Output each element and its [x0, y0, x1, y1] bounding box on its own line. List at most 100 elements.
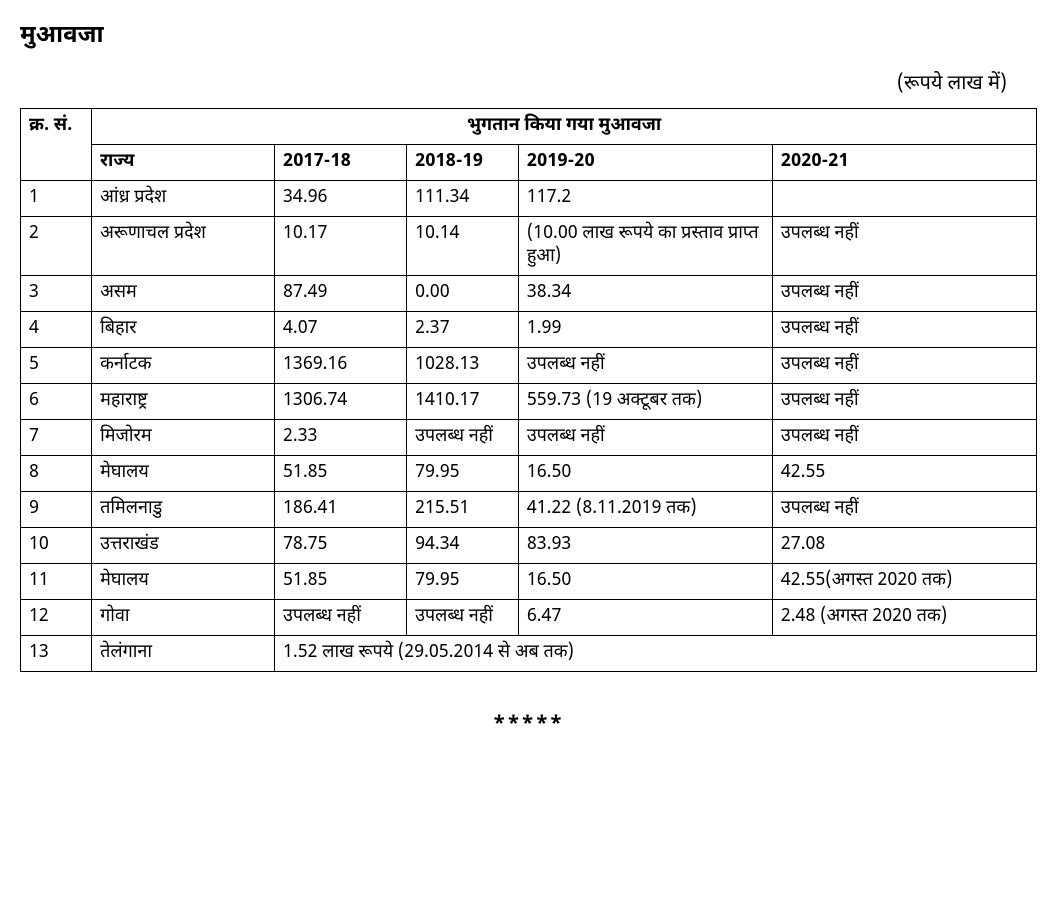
cell-y4	[772, 181, 1036, 217]
cell-y3: 83.93	[518, 528, 772, 564]
table-row: 4बिहार4.072.371.99उपलब्ध नहीं	[21, 312, 1037, 348]
cell-y1: उपलब्ध नहीं	[274, 600, 406, 636]
cell-y2: उपलब्ध नहीं	[407, 420, 519, 456]
cell-y1: 51.85	[274, 564, 406, 600]
cell-y2: 2.37	[407, 312, 519, 348]
header-state: राज्य	[92, 145, 275, 181]
cell-y4: 2.48 (अगस्त 2020 तक)	[772, 600, 1036, 636]
cell-y3: 16.50	[518, 564, 772, 600]
cell-y4: उपलब्ध नहीं	[772, 348, 1036, 384]
cell-sn: 12	[21, 600, 92, 636]
cell-y4: 27.08	[772, 528, 1036, 564]
cell-y3: उपलब्ध नहीं	[518, 420, 772, 456]
cell-state: मेघालय	[92, 564, 275, 600]
table-row: 3असम87.490.0038.34उपलब्ध नहीं	[21, 276, 1037, 312]
table-row: 2अरूणाचल प्रदेश10.1710.14 (10.00 लाख रूप…	[21, 217, 1037, 276]
cell-y2: 79.95	[407, 564, 519, 600]
table-row: 11मेघालय51.8579.9516.5042.55(अगस्त 2020 …	[21, 564, 1037, 600]
cell-state: गोवा	[92, 600, 275, 636]
cell-y4: उपलब्ध नहीं	[772, 384, 1036, 420]
cell-y3: उपलब्ध नहीं	[518, 348, 772, 384]
cell-y1: 4.07	[274, 312, 406, 348]
cell-sn: 9	[21, 492, 92, 528]
header-y2: 2018-19	[407, 145, 519, 181]
cell-y3: 1.99	[518, 312, 772, 348]
cell-state: बिहार	[92, 312, 275, 348]
cell-sn: 13	[21, 636, 92, 672]
cell-y1: 2.33	[274, 420, 406, 456]
cell-y4: उपलब्ध नहीं	[772, 420, 1036, 456]
table-row: 1आंध्र प्रदेश34.96111.34117.2	[21, 181, 1037, 217]
cell-y4: उपलब्ध नहीं	[772, 217, 1036, 276]
cell-y3: (10.00 लाख रूपये का प्रस्ताव प्राप्त हुआ…	[518, 217, 772, 276]
header-y4: 2020-21	[772, 145, 1036, 181]
cell-y4: उपलब्ध नहीं	[772, 276, 1036, 312]
cell-y1: 51.85	[274, 456, 406, 492]
cell-state: असम	[92, 276, 275, 312]
cell-state: आंध्र प्रदेश	[92, 181, 275, 217]
cell-y2: 1028.13	[407, 348, 519, 384]
header-y1: 2017-18	[274, 145, 406, 181]
cell-sn: 5	[21, 348, 92, 384]
cell-state: मेघालय	[92, 456, 275, 492]
cell-state: उत्तराखंड	[92, 528, 275, 564]
cell-sn: 3	[21, 276, 92, 312]
compensation-table: क्र. सं. भुगतान किया गया मुआवजा राज्य 20…	[20, 108, 1037, 672]
cell-y2: उपलब्ध नहीं	[407, 600, 519, 636]
cell-y1: 1369.16	[274, 348, 406, 384]
cell-y2: 94.34	[407, 528, 519, 564]
cell-y1: 186.41	[274, 492, 406, 528]
cell-sn: 1	[21, 181, 92, 217]
table-row: 13तेलंगाना1.52 लाख रूपये (29.05.2014 से …	[21, 636, 1037, 672]
cell-sn: 11	[21, 564, 92, 600]
cell-y3: 41.22 (8.11.2019 तक)	[518, 492, 772, 528]
cell-state: तेलंगाना	[92, 636, 275, 672]
header-main: भुगतान किया गया मुआवजा	[92, 109, 1037, 145]
cell-y2: 79.95	[407, 456, 519, 492]
cell-sn: 8	[21, 456, 92, 492]
footer-stars: *****	[20, 712, 1037, 738]
cell-sn: 4	[21, 312, 92, 348]
cell-y2: 1410.17	[407, 384, 519, 420]
cell-y3: 6.47	[518, 600, 772, 636]
cell-y2: 0.00	[407, 276, 519, 312]
cell-sn: 2	[21, 217, 92, 276]
cell-state: मिजोरम	[92, 420, 275, 456]
header-y3: 2019-20	[518, 145, 772, 181]
table-row: 10उत्तराखंड78.7594.3483.9327.08	[21, 528, 1037, 564]
cell-y4: उपलब्ध नहीं	[772, 492, 1036, 528]
cell-sn: 6	[21, 384, 92, 420]
table-row: 8मेघालय51.8579.9516.5042.55	[21, 456, 1037, 492]
cell-y2: 10.14	[407, 217, 519, 276]
cell-y1: 1306.74	[274, 384, 406, 420]
cell-merged: 1.52 लाख रूपये (29.05.2014 से अब तक)	[274, 636, 1036, 672]
table-row: 12गोवाउपलब्ध नहींउपलब्ध नहीं6.472.48 (अग…	[21, 600, 1037, 636]
cell-y4: 42.55	[772, 456, 1036, 492]
cell-y3: 117.2	[518, 181, 772, 217]
cell-state: कर्नाटक	[92, 348, 275, 384]
table-row: 5कर्नाटक1369.161028.13 उपलब्ध नहींउपलब्ध…	[21, 348, 1037, 384]
cell-y3: 559.73 (19 अक्टूबर तक)	[518, 384, 772, 420]
header-sn: क्र. सं.	[21, 109, 92, 181]
page-title: मुआवजा	[20, 20, 1037, 52]
table-row: 7मिजोरम2.33उपलब्ध नहींउपलब्ध नहींउपलब्ध …	[21, 420, 1037, 456]
cell-y2: 111.34	[407, 181, 519, 217]
table-row: 9तमिलनाडु186.41215.5141.22 (8.11.2019 तक…	[21, 492, 1037, 528]
cell-y1: 78.75	[274, 528, 406, 564]
table-header-row-2: राज्य 2017-18 2018-19 2019-20 2020-21	[21, 145, 1037, 181]
cell-y3: 16.50	[518, 456, 772, 492]
cell-sn: 10	[21, 528, 92, 564]
cell-state: तमिलनाडु	[92, 492, 275, 528]
table-header-row-1: क्र. सं. भुगतान किया गया मुआवजा	[21, 109, 1037, 145]
cell-state: महाराष्ट्र	[92, 384, 275, 420]
unit-label: (रूपये लाख में)	[20, 72, 1037, 98]
cell-y4: 42.55(अगस्त 2020 तक)	[772, 564, 1036, 600]
cell-sn: 7	[21, 420, 92, 456]
cell-state: अरूणाचल प्रदेश	[92, 217, 275, 276]
table-row: 6महाराष्ट्र1306.741410.17559.73 (19 अक्ट…	[21, 384, 1037, 420]
cell-y3: 38.34	[518, 276, 772, 312]
cell-y2: 215.51	[407, 492, 519, 528]
cell-y1: 87.49	[274, 276, 406, 312]
cell-y1: 34.96	[274, 181, 406, 217]
cell-y4: उपलब्ध नहीं	[772, 312, 1036, 348]
